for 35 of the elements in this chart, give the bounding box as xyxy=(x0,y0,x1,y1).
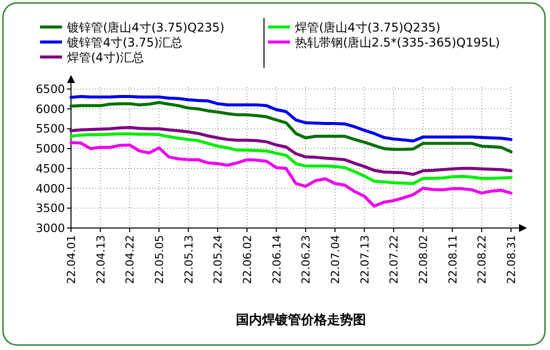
line-series xyxy=(70,101,512,154)
y-tick-label: 6000 xyxy=(36,102,65,116)
line-series xyxy=(70,132,512,186)
x-tick-label: 22.05.13 xyxy=(182,235,196,284)
y-tick-label: 3500 xyxy=(36,201,65,216)
x-tick-label: 22.07.13 xyxy=(358,235,372,284)
x-tick-label: 22.06.14 xyxy=(270,235,284,284)
legend-label: 焊管(唐山4寸(3.75)Q235) xyxy=(295,20,440,34)
line-series xyxy=(70,141,512,208)
y-tick-label: 5500 xyxy=(36,122,65,136)
x-tick-label: 22.05.05 xyxy=(153,235,166,284)
x-tick-label: 22.06.02 xyxy=(241,235,254,284)
x-tick-label: 22.08.31 xyxy=(505,235,518,284)
y-tick-label: 4000 xyxy=(36,181,65,196)
x-tick-label: 22.07.04 xyxy=(329,235,342,284)
x-tick-label: 22.06.23 xyxy=(300,235,313,284)
line-series xyxy=(70,95,512,143)
legend-label: 镀锌管4寸(3.75)汇总 xyxy=(66,36,183,50)
x-tick-label: 22.08.11 xyxy=(446,235,460,284)
x-tick-label: 22.05.24 xyxy=(212,235,225,284)
x-tick-label: 22.08.22 xyxy=(476,235,489,284)
y-tick-label: 3000 xyxy=(36,221,65,235)
legend-label: 镀锌管(唐山4寸(3.75)Q235) xyxy=(66,20,224,34)
x-tick-label: 22.04.22 xyxy=(124,235,137,284)
y-tick-label: 6500 xyxy=(36,82,65,96)
legend-label: 焊管(4寸)汇总 xyxy=(67,50,144,64)
text: 国内焊镀管价格走势图 xyxy=(236,312,366,328)
x-tick-label: 22.04.01 xyxy=(65,235,78,284)
y-tick-label: 5000 xyxy=(36,142,65,156)
x-tick-label: 22.04.13 xyxy=(94,235,108,284)
legend-label: 热轧带钢(唐山2.5*(335-365)Q195L) xyxy=(295,36,500,50)
line-series xyxy=(70,126,512,176)
x-tick-label: 22.07.22 xyxy=(388,235,401,284)
y-tick-label: 4500 xyxy=(36,161,65,176)
x-tick-label: 22.08.02 xyxy=(417,235,430,284)
